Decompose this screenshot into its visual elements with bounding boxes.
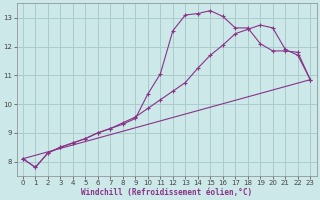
X-axis label: Windchill (Refroidissement éolien,°C): Windchill (Refroidissement éolien,°C)	[81, 188, 252, 197]
